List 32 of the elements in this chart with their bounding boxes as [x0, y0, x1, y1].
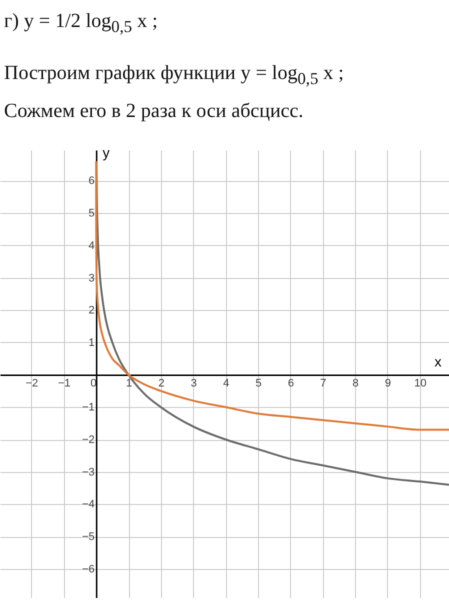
x-tick-label: −2 [26, 377, 38, 390]
y-tick-label: −5 [82, 531, 95, 544]
line-series [95, 160, 449, 486]
y-tick-label: 2 [88, 304, 95, 317]
y-tick-label: −1 [82, 402, 95, 414]
x-tick-label: 4 [223, 377, 230, 390]
y-axis-title: y [102, 144, 110, 160]
y-tick-label: −2 [82, 434, 95, 446]
x-tick-label: 9 [384, 377, 392, 390]
y-tick-label: −4 [82, 498, 95, 511]
y-tick-label: 4 [88, 240, 95, 252]
x-tick-label: 5 [255, 377, 262, 390]
line-series [95, 160, 449, 431]
x-tick-label: −1 [58, 377, 71, 390]
y-tick-label: 3 [88, 272, 95, 284]
x-axis-title: x [434, 353, 442, 370]
y-tick-label: 6 [88, 175, 95, 188]
y-tick-label: 5 [88, 208, 95, 220]
x-tick-label: 6 [288, 377, 294, 390]
chart-subtitle: Построим график функции y = log$_{0,5}$ x ; [4, 61, 345, 90]
x-tick-label: 10 [414, 377, 426, 390]
y-tick-label: −6 [82, 563, 95, 576]
x-tick-label: 8 [352, 377, 359, 390]
x-tick-label: 3 [190, 377, 197, 390]
text: Сожмем его в 2 раза к оси абсцисс. [4, 99, 304, 124]
chart-title: г) y = 1/2 log$_{0,5}$ x ; [4, 9, 159, 38]
x-tick-label: 7 [320, 377, 326, 390]
x-tick-label: 2 [158, 377, 164, 390]
y-tick-label: 1 [88, 336, 95, 349]
y-tick-label: −3 [82, 466, 95, 478]
x-tick-label: 1 [126, 377, 132, 390]
x-tick-label: 0 [90, 377, 97, 390]
